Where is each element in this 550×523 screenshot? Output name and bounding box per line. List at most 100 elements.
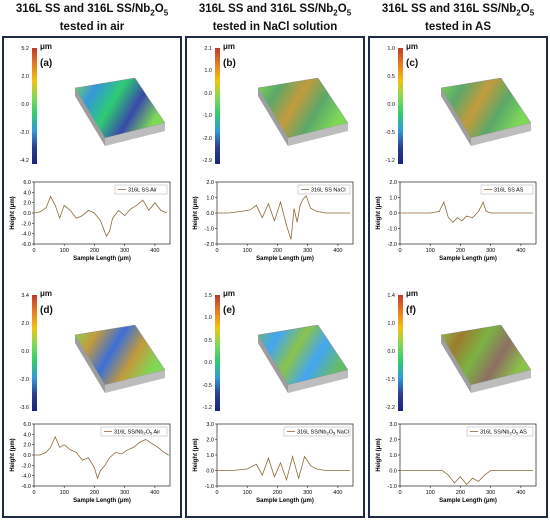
colorbar-tick: -3.6 [19, 405, 29, 411]
column-box-air [2, 36, 182, 518]
x-tick-label: 400 [150, 490, 159, 496]
series-line [34, 435, 169, 480]
colorbar-unit: μm [406, 42, 419, 51]
y-tick-label: 2.0 [206, 438, 214, 444]
colorbar-tick: 0.0 [204, 360, 212, 367]
colorbar-tick: 5.2 [21, 46, 29, 52]
panel-letter-f: (f) [406, 305, 416, 316]
y-tick-label: 6.0 [23, 180, 31, 186]
colorbar-tick: -1.2 [202, 405, 212, 411]
colorbar-tick: 3.4 [21, 293, 29, 299]
y-tick-label: -2.0 [22, 221, 31, 227]
x-axis-title: Sample Length (μm) [73, 256, 131, 262]
y-tick-label: 0.0 [389, 469, 397, 475]
surface-3d-map [440, 78, 532, 146]
panel-letter-a: (a) [40, 58, 53, 69]
panel-letter-c: (c) [406, 58, 419, 69]
y-axis-title: Height (μm) [193, 438, 199, 471]
series-line [400, 200, 533, 223]
subscript: 2 [333, 8, 338, 18]
height-profile-chart: 6.0 4.0 2.0 0.0 -2.0 -4.0 -6.00 100 200 300 400 Sam… [10, 422, 171, 504]
x-tick-label: 0 [32, 490, 35, 496]
colorbar-unit: μm [223, 42, 236, 51]
legend-label: 316L SS/Nb2O5 Air [114, 430, 160, 436]
colorbar-tick: -1.5 [385, 377, 395, 383]
colorbar-unit: μm [223, 289, 236, 298]
x-tick-label: 0 [215, 248, 218, 254]
colorbar-tick: 1.0 [387, 321, 395, 327]
y-tick-label: -4.0 [22, 232, 31, 238]
colorbar-tick: -1.2 [385, 158, 395, 164]
series-line [217, 454, 350, 482]
col-title-o: O [337, 3, 347, 15]
y-tick-label: 1.0 [389, 196, 397, 202]
legend: 316L SS NaCl [297, 184, 351, 195]
colorbar-unit: μm [406, 289, 419, 298]
surface-front [471, 370, 531, 393]
colorbar-tick: 1.0 [387, 46, 395, 52]
colorbar [215, 48, 220, 164]
x-tick-label: 300 [303, 248, 312, 254]
x-tick-label: 400 [333, 248, 342, 254]
y-tick-label: 0.0 [23, 211, 31, 217]
legend-label: 316L SS NaCl [311, 188, 346, 194]
colorbar-tick: 0.0 [387, 102, 395, 108]
legend-label: 316L SS AS [494, 188, 524, 194]
legend-label: 316L SS Air [128, 188, 157, 194]
col-title-line1: 316L SS and 316L SS/Nb [381, 3, 517, 15]
y-tick-label: 3.0 [206, 422, 214, 428]
colorbar-tick: -2.0 [19, 377, 29, 383]
colorbar-tick: -2.0 [19, 130, 29, 136]
x-tick-label: 200 [90, 490, 99, 496]
legend: 316L SS/Nb2O5 NaCl [283, 426, 351, 437]
colorbar [215, 295, 220, 411]
x-tick-label: 0 [398, 248, 401, 254]
y-tick-label: 1.0 [206, 453, 214, 459]
colorbar-tick: 0.0 [204, 90, 212, 97]
col-title-line2: tested in AS [424, 21, 492, 34]
colorbar-tick: 0.0 [21, 349, 29, 355]
y-tick-label: -2.0 [22, 463, 31, 469]
height-profile-chart: 2.0 1.0 0.0 -1.0 -2.00 100 200 300 400 Sample Len… [193, 180, 354, 262]
x-axis-title: Sample Length (μm) [73, 498, 131, 504]
height-profile-chart: 3.0 2.0 1.0 0.0 -1.00 100 200 300 400 Sample Leng… [193, 422, 354, 504]
col-title-line1: 316L SS and 316L SS/Nb [198, 3, 334, 15]
colorbar-unit: μm [40, 289, 53, 298]
y-tick-label: -1.0 [388, 227, 397, 233]
surface-side [75, 88, 105, 146]
subscript: 5 [346, 8, 352, 18]
legend: 316L SS AS [480, 184, 534, 195]
x-axis-title: Sample Length (μm) [439, 256, 497, 262]
surface-3d-map [74, 78, 166, 146]
y-tick-label: 3.0 [389, 422, 397, 428]
surface-3d-map [257, 325, 349, 393]
x-tick-label: 100 [426, 248, 435, 254]
surface-front [471, 123, 531, 146]
column-box-nacl [185, 36, 365, 518]
colorbar-tick: 0.0 [387, 349, 395, 355]
x-tick-label: 0 [215, 490, 218, 496]
x-tick-label: 300 [120, 248, 129, 254]
panel-letter-e: (e) [223, 305, 236, 316]
y-tick-label: 0.0 [23, 453, 31, 459]
surface-3d-map [440, 325, 532, 393]
legend-label: 316L SS/Nb2O5 AS [480, 430, 527, 436]
x-tick-label: 200 [273, 248, 282, 254]
y-tick-label: 2.0 [389, 180, 397, 186]
x-tick-label: 0 [398, 490, 401, 496]
panel-letter-b: (b) [223, 58, 236, 69]
y-tick-label: 0.0 [206, 211, 214, 217]
y-tick-label: -2.0 [205, 242, 214, 248]
column-header-as: 316L SS and 316L SS/Nb2O5 tested in AS [368, 2, 548, 36]
x-axis-title: Sample Length (μm) [256, 498, 314, 504]
colorbar [398, 48, 403, 164]
y-tick-label: 4.0 [23, 432, 31, 438]
x-axis-title: Sample Length (μm) [256, 256, 314, 262]
y-tick-label: -1.0 [205, 484, 214, 490]
column-header-air: 316L SS and 316L SS/Nb2O5 tested in air [2, 2, 182, 36]
x-tick-label: 200 [456, 248, 465, 254]
height-profile-chart: 3.0 2.0 1.0 0.0 -1.00 100 200 300 400 Sample Leng… [376, 422, 537, 504]
subscript: 2 [516, 8, 521, 18]
colorbar-tick: 0.0 [21, 102, 29, 108]
colorbar-tick: 2.0 [21, 321, 29, 327]
